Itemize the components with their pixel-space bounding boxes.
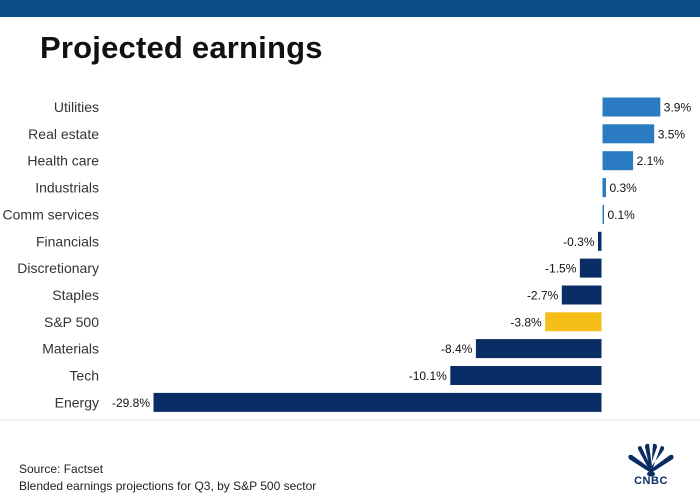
chart-footnote: Blended earnings projections for Q3, by … [19,479,317,493]
cnbc-logo: CNBC [625,443,677,489]
bar-sandp-500 [544,311,603,333]
category-label-staples: Staples [52,287,99,303]
bar-energy [152,391,603,413]
logo-text: CNBC [634,475,668,487]
bar-comm-services [601,203,605,225]
bar-tech [449,365,603,386]
top-bar [0,0,700,17]
category-label-utilities: Utilities [54,99,99,115]
category-label-financials: Financials [36,233,99,249]
category-label-discretionary: Discretionary [17,260,99,276]
value-label-financials: -0.3% [563,235,595,249]
bar-real-estate [601,123,656,145]
category-label-comm-services: Comm services [3,206,99,222]
bar-staples [560,284,603,306]
peacock-icon [628,443,674,477]
category-label-sandp-500: S&P 500 [44,314,99,330]
value-label-discretionary: -1.5% [545,262,577,276]
value-label-tech: -10.1% [409,369,447,383]
value-label-health-care: 2.1% [637,154,665,168]
bar-utilities [601,96,662,118]
bar-industrials [601,177,607,199]
value-label-materials: -8.4% [441,342,473,356]
value-label-staples: -2.7% [527,288,559,302]
bar-materials [474,338,603,360]
value-label-industrials: 0.3% [610,181,638,195]
category-label-materials: Materials [42,341,99,357]
value-label-real-estate: 3.5% [658,127,686,141]
bar-discretionary [578,257,603,279]
category-label-energy: Energy [55,394,99,410]
value-label-utilities: 3.9% [664,101,692,115]
category-label-real-estate: Real estate [28,126,99,142]
source-note: Source: Factset [19,462,104,476]
value-label-energy: -29.8% [112,396,150,410]
category-label-industrials: Industrials [35,180,99,196]
value-label-comm-services: 0.1% [608,208,636,222]
value-label-sandp-500: -3.8% [510,315,542,329]
bar-health-care [601,150,635,172]
chart-title: Projected earnings [40,30,323,65]
category-label-tech: Tech [69,368,99,384]
category-label-health-care: Health care [27,153,99,169]
bar-financials [597,230,603,252]
